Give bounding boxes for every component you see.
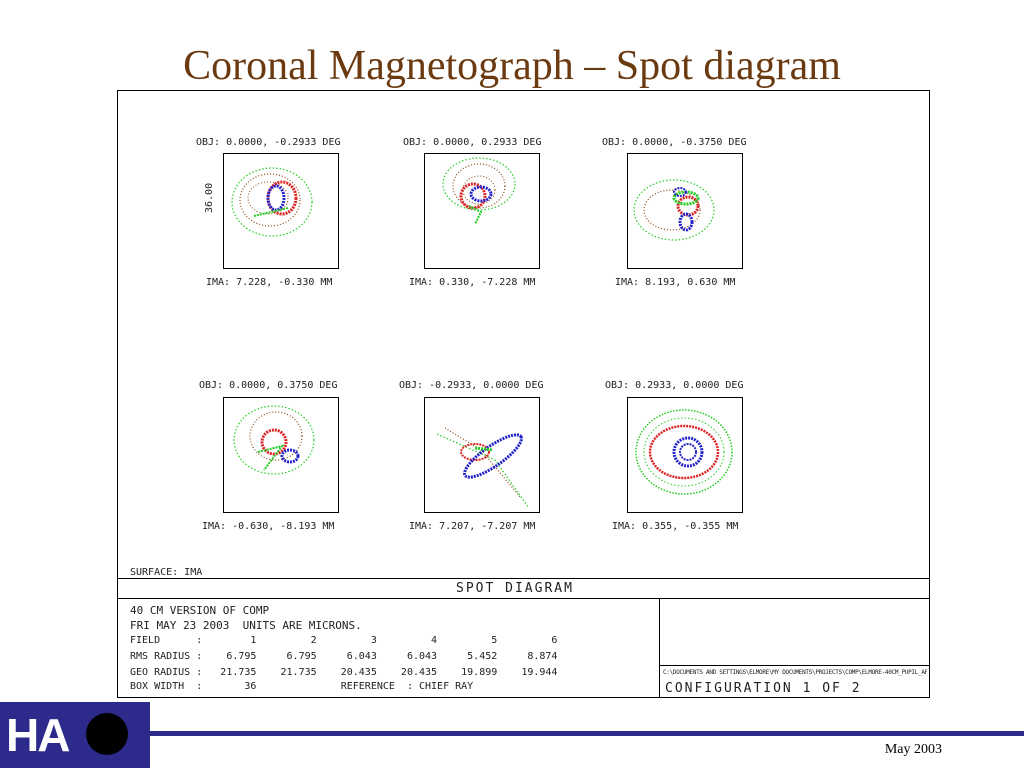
footer-bar xyxy=(150,731,1024,736)
info-line-1: 40 CM VERSION OF COMP xyxy=(130,604,270,617)
rms-radius-row: RMS RADIUS : 6.795 6.795 6.043 6.043 5.4… xyxy=(130,651,558,662)
logo-text: HA xyxy=(6,709,70,761)
plot-scale-label: 36.00 xyxy=(204,182,215,213)
plot-2-ima-label: IMA: 0.330, -7.228 MM xyxy=(409,277,536,288)
spot-plot-1 xyxy=(223,153,339,269)
spot-diagram-heading: SPOT DIAGRAM xyxy=(456,581,574,596)
spot-plot-3 xyxy=(627,153,743,269)
plot-3-obj-label: OBJ: 0.0000, -0.3750 DEG xyxy=(602,137,747,148)
geo-radius-row: GEO RADIUS : 21.735 21.735 20.435 20.435… xyxy=(130,667,558,678)
footer-date: May 2003 xyxy=(884,742,942,757)
info-line-2: FRI MAY 23 2003 UNITS ARE MICRONS. xyxy=(130,619,362,632)
slide-title: Coronal Magnetograph – Spot diagram xyxy=(183,43,841,89)
spot-plot-5 xyxy=(424,397,540,513)
spot-plot-6 xyxy=(627,397,743,513)
field-row: FIELD : 1 2 3 4 5 6 xyxy=(130,635,558,646)
divider-line xyxy=(118,598,929,599)
plot-1-obj-label: OBJ: 0.0000, -0.2933 DEG xyxy=(196,137,341,148)
hao-logo: HA xyxy=(0,702,150,768)
spot-plot-4 xyxy=(223,397,339,513)
plot-5-ima-label: IMA: 7.207, -7.207 MM xyxy=(409,521,536,532)
spot-plot-2 xyxy=(424,153,540,269)
configuration-label: CONFIGURATION 1 OF 2 xyxy=(665,681,862,696)
box-width-row: BOX WIDTH : 36 REFERENCE : CHIEF RAY xyxy=(130,681,474,692)
file-path: C:\DOCUMENTS AND SETTINGS\ELMORE\MY DOCU… xyxy=(663,669,927,676)
sun-disk-icon xyxy=(86,713,128,755)
plot-1-ima-label: IMA: 7.228, -0.330 MM xyxy=(206,277,333,288)
plot-6-ima-label: IMA: 0.355, -0.355 MM xyxy=(612,521,739,532)
plot-6-obj-label: OBJ: 0.2933, 0.0000 DEG xyxy=(605,380,744,391)
plot-4-ima-label: IMA: -0.630, -8.193 MM xyxy=(202,521,335,532)
plot-5-obj-label: OBJ: -0.2933, 0.0000 DEG xyxy=(399,380,544,391)
plot-2-obj-label: OBJ: 0.0000, 0.2933 DEG xyxy=(403,137,542,148)
plot-3-ima-label: IMA: 8.193, 0.630 MM xyxy=(615,277,736,288)
plot-4-obj-label: OBJ: 0.0000, 0.3750 DEG xyxy=(199,380,338,391)
spot-diagram-frame: OBJ: 0.0000, -0.2933 DEG OBJ: 0.0000, 0.… xyxy=(117,90,930,698)
divider-line xyxy=(118,578,929,579)
surface-label: SURFACE: IMA xyxy=(130,567,203,578)
info-divider xyxy=(659,598,660,698)
config-divider xyxy=(659,665,929,666)
